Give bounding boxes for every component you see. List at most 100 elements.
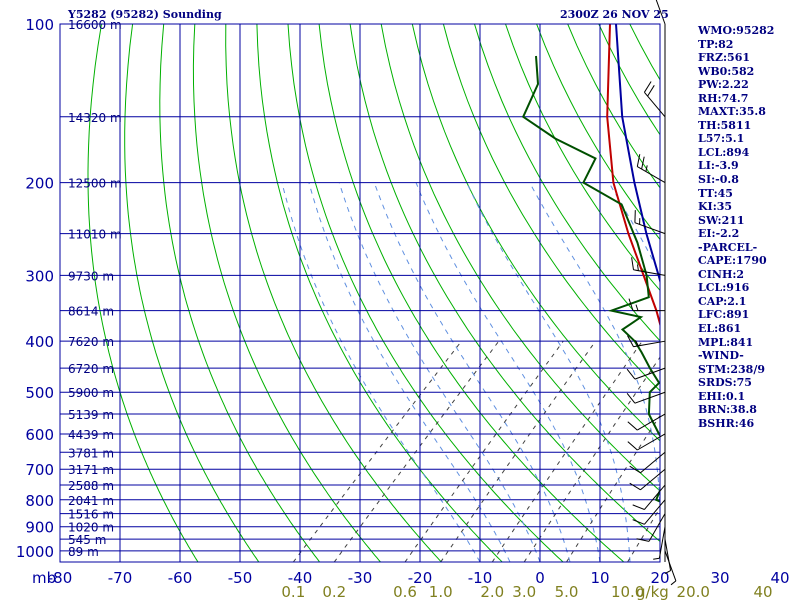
stability-index-item: EHI:0.1 xyxy=(698,389,746,403)
stability-index-item: LCL:894 xyxy=(698,145,750,159)
temperature-tick-label: -60 xyxy=(168,569,193,587)
pressure-tick-label: 200 xyxy=(25,175,54,193)
wind-barb-staff xyxy=(644,484,666,510)
mixing-ratio-label: 10.0 xyxy=(611,583,644,600)
wind-barb-staff xyxy=(664,550,677,582)
moist-adiabat-line xyxy=(308,182,511,562)
height-tick-label: 3171 m xyxy=(68,463,114,477)
dry-adiabat-line xyxy=(287,24,564,562)
temperature-tick-label: -10 xyxy=(468,569,493,587)
wind-barb-flag xyxy=(627,441,638,451)
plot-frame xyxy=(59,23,661,563)
dry-adiabat-line xyxy=(349,24,660,543)
pressure-tick-label: 600 xyxy=(25,426,54,444)
height-tick-label: 11010 m xyxy=(68,228,122,242)
wind-barb-staff xyxy=(664,539,672,571)
mixing-ratio-line xyxy=(333,340,500,562)
pressure-tick-label: 400 xyxy=(25,333,54,351)
mixing-ratio-label: 0.6 xyxy=(393,583,417,600)
temperature-tick-label: -40 xyxy=(288,569,313,587)
wind-barb-flag xyxy=(626,368,636,380)
stability-index-item: SW:211 xyxy=(698,213,745,227)
height-tick-label: 6720 m xyxy=(68,362,114,376)
wind-barb-half-flag xyxy=(653,557,660,560)
height-tick-label: 9730 m xyxy=(68,269,114,283)
background-lines xyxy=(60,24,800,562)
pressure-tick-label: 900 xyxy=(25,519,54,537)
stability-index-item: MAXT:35.8 xyxy=(698,105,766,119)
moist-adiabat-line xyxy=(780,183,800,562)
height-tick-label: 545 m xyxy=(68,533,106,547)
mixing-ratio-label: 0.1 xyxy=(281,583,305,600)
stability-index-item: MPL:841 xyxy=(698,335,754,349)
height-tick-label: 2041 m xyxy=(68,494,114,508)
height-tick-label: 4439 m xyxy=(68,428,114,442)
mixing-ratio-unit-label: g/kg xyxy=(636,583,669,600)
wind-barb-staff xyxy=(640,451,666,474)
temperature-tick-label: -80 xyxy=(48,569,73,587)
dry-adiabat-line xyxy=(380,24,660,492)
dry-adiabat-line xyxy=(411,24,660,442)
wind-barb-half-flag xyxy=(664,570,671,575)
wind-barbs xyxy=(626,0,677,586)
dewpoint-profile-line xyxy=(521,55,660,503)
mixing-ratio-label: 0.2 xyxy=(322,583,346,600)
stability-index-item: TH:5811 xyxy=(698,118,752,132)
mixing-ratio-line xyxy=(292,340,462,562)
height-tick-label: 16600 m xyxy=(68,18,122,32)
mixing-ratio-label: 20.0 xyxy=(677,583,710,600)
stability-index-item: CAP:2.1 xyxy=(698,294,747,308)
pressure-tick-label: 800 xyxy=(25,492,54,510)
stability-index-item: CAPE:1790 xyxy=(698,254,767,268)
temperature-tick-label: -50 xyxy=(228,569,253,587)
height-tick-label: 89 m xyxy=(68,545,99,559)
mixing-ratio-line xyxy=(404,340,564,562)
wind-barb-half-flag xyxy=(645,165,648,172)
chart-title-station: Y5282 (95282) Sounding xyxy=(68,8,222,21)
temperature-tick-label: -70 xyxy=(108,569,133,587)
mixing-ratio-label: 5.0 xyxy=(555,583,579,600)
wind-barb-flag xyxy=(643,81,652,93)
temperature-tick-label: 0 xyxy=(535,569,545,587)
moist-adiabat-line xyxy=(281,182,481,562)
temperature-tick-label: 20 xyxy=(650,569,669,587)
mixing-ratio-line xyxy=(491,340,643,562)
stability-index-item: RH:74.7 xyxy=(698,91,749,105)
stability-index-item: WMO:95282 xyxy=(698,24,775,37)
dry-adiabat-line xyxy=(192,24,381,562)
wind-barb-staff xyxy=(633,269,666,276)
mixing-ratio-line xyxy=(566,414,660,562)
stability-index-item: LI:-3.9 xyxy=(698,159,739,173)
wind-barb-staff xyxy=(644,499,666,525)
wind-barb-flag xyxy=(627,335,634,347)
wind-barb-staff xyxy=(634,391,666,404)
wind-barb-flag xyxy=(636,538,650,542)
wind-barb-flag xyxy=(647,85,655,97)
dry-adiabat-line xyxy=(474,24,660,342)
wind-barb-half-flag xyxy=(670,580,677,586)
dry-adiabat-line xyxy=(785,24,800,562)
mixing-ratio-label: 2.0 xyxy=(480,583,504,600)
wind-barb-staff xyxy=(637,166,666,184)
stability-index-item: EI:-2.2 xyxy=(698,227,740,241)
wind-barb-staff xyxy=(634,367,666,380)
height-tick-label: 3781 m xyxy=(68,446,114,460)
stability-index-item: KI:35 xyxy=(698,200,733,214)
dry-adiabat-line xyxy=(318,24,625,562)
height-tick-label: 1516 m xyxy=(68,508,114,522)
height-tick-label: 1020 m xyxy=(68,521,114,535)
parcel-profile-line xyxy=(615,24,660,285)
wind-barb-staff xyxy=(658,526,666,559)
moist-adiabat-line xyxy=(466,182,631,562)
stability-index-item: PW:2.22 xyxy=(698,78,749,92)
dry-adiabat-line xyxy=(442,24,660,392)
wind-barb-flag xyxy=(629,465,641,474)
pressure-tick-label: 100 xyxy=(25,16,54,34)
pressure-tick-label: 1000 xyxy=(16,543,54,561)
wind-barb-staff xyxy=(637,413,666,431)
height-tick-label: 5139 m xyxy=(68,408,114,422)
stability-index-item: -WIND- xyxy=(698,349,744,363)
wind-barb-flag xyxy=(629,482,641,491)
wind-barb-flag xyxy=(626,392,636,404)
